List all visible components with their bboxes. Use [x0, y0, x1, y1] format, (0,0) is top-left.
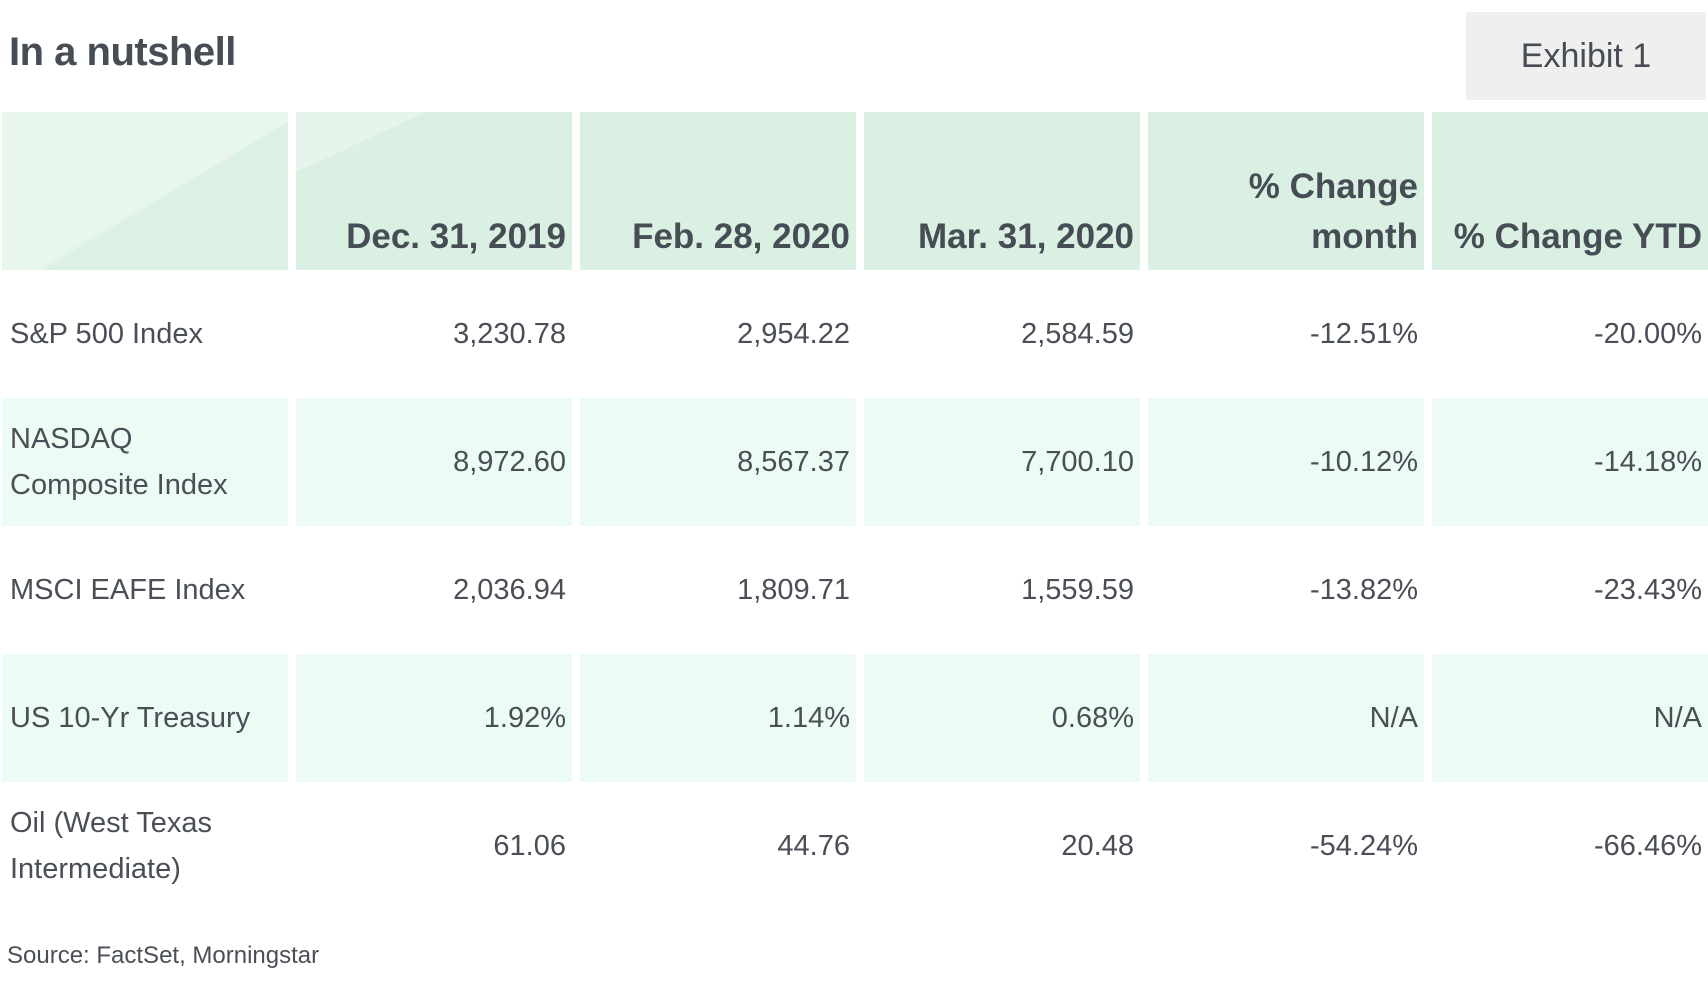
row-label: NASDAQ Composite Index — [2, 398, 288, 526]
row-label-text: US 10-Yr Treasury — [10, 702, 251, 734]
table-cell: 20.48 — [1061, 829, 1134, 862]
column-header-mar-2020-label: Mar. 31, 2020 — [918, 217, 1134, 256]
row-label-text: MSCI EAFE Index — [10, 574, 246, 606]
source-note: Source: FactSet, Morningstar — [7, 942, 320, 969]
table-row: Oil (West Texas Intermediate) 61.06 44.7… — [0, 782, 1708, 910]
table-cell: 1.14% — [580, 654, 856, 782]
table-row: US 10-Yr Treasury 1.92% 1.14% 0.68% N/A … — [0, 654, 1708, 782]
table-cell: N/A — [1148, 654, 1424, 782]
row-label: Oil (West Texas Intermediate) — [2, 782, 288, 910]
table-row: NASDAQ Composite Index 8,972.60 8,567.37… — [0, 398, 1708, 526]
column-header-mar-2020: Mar. 31, 2020 — [864, 112, 1140, 270]
column-header-change-ytd-label: % Change YTD — [1453, 217, 1702, 256]
diagonal-decoration — [2, 112, 288, 270]
table-cell: -54.24% — [1309, 829, 1418, 862]
header-corner-cell — [2, 112, 288, 270]
table-cell: -13.82% — [1309, 573, 1418, 606]
row-label-text: NASDAQ Composite Index — [10, 416, 228, 508]
diagonal-decoration-extension — [296, 112, 426, 172]
table-cell: -20.00% — [1593, 317, 1702, 350]
row-label-line1: Oil (West Texas — [10, 807, 212, 839]
table-cell: 3,230.78 — [453, 317, 566, 350]
table-cell: -10.12% — [1148, 398, 1424, 526]
row-label-line2: Composite Index — [10, 469, 228, 501]
data-table: Dec. 31, 2019 Feb. 28, 2020 Mar. 31, 202… — [0, 112, 1708, 910]
table-cell: 2,036.94 — [453, 573, 566, 606]
row-label-line1: NASDAQ — [10, 423, 133, 455]
table-row: S&P 500 Index 3,230.78 2,954.22 2,584.59… — [0, 270, 1708, 398]
column-header-feb-2020-label: Feb. 28, 2020 — [632, 217, 850, 256]
table-cell: -14.18% — [1432, 398, 1708, 526]
table-cell: 2,954.22 — [737, 317, 850, 350]
table-cell: 44.76 — [777, 829, 850, 862]
table-cell: 8,567.37 — [580, 398, 856, 526]
table-cell: 2,584.59 — [1021, 317, 1134, 350]
column-header-change-month: % Change month — [1148, 112, 1424, 270]
column-header-feb-2020: Feb. 28, 2020 — [580, 112, 856, 270]
change-month-line2: month — [1311, 217, 1418, 256]
column-header-dec-2019-label: Dec. 31, 2019 — [346, 217, 566, 256]
row-label: S&P 500 Index — [2, 270, 288, 398]
table-cell: 1.92% — [296, 654, 572, 782]
change-month-line1: % Change — [1248, 167, 1418, 206]
row-label-line2: Intermediate) — [10, 853, 181, 885]
table-cell: -23.43% — [1593, 573, 1702, 606]
row-label-text: S&P 500 Index — [10, 318, 203, 350]
table-row: MSCI EAFE Index 2,036.94 1,809.71 1,559.… — [0, 526, 1708, 654]
row-label: US 10-Yr Treasury — [2, 654, 288, 782]
exhibit-badge: Exhibit 1 — [1466, 12, 1706, 100]
table-cell: 1,809.71 — [737, 573, 850, 606]
table-header-row: Dec. 31, 2019 Feb. 28, 2020 Mar. 31, 202… — [0, 112, 1708, 270]
table-cell: 8,972.60 — [296, 398, 572, 526]
page-title: In a nutshell — [9, 30, 236, 74]
table-cell: 0.68% — [864, 654, 1140, 782]
table-cell: -12.51% — [1309, 317, 1418, 350]
table-cell: N/A — [1432, 654, 1708, 782]
column-header-change-ytd: % Change YTD — [1432, 112, 1708, 270]
row-label: MSCI EAFE Index — [2, 526, 288, 654]
table-cell: 7,700.10 — [864, 398, 1140, 526]
column-header-dec-2019: Dec. 31, 2019 — [296, 112, 572, 270]
table-cell: -66.46% — [1593, 829, 1702, 862]
table-cell: 61.06 — [493, 829, 566, 862]
table-cell: 1,559.59 — [1021, 573, 1134, 606]
row-label-text: Oil (West Texas Intermediate) — [10, 800, 212, 892]
column-header-change-month-label: % Change month — [1249, 162, 1418, 262]
